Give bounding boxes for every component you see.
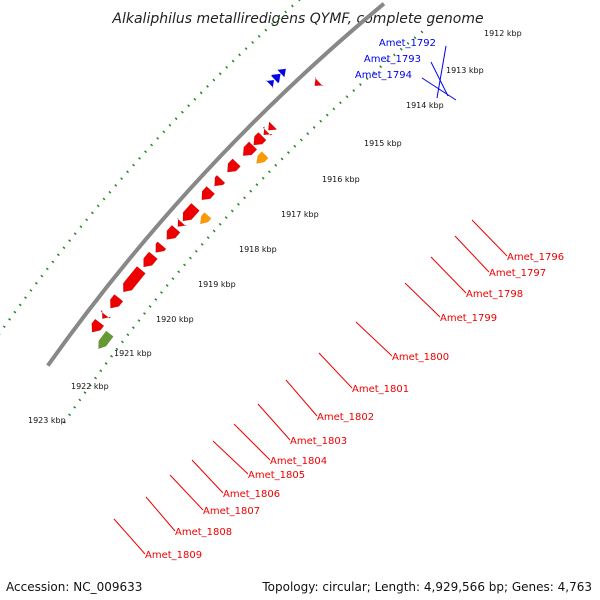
outer-scale-ring xyxy=(0,0,302,335)
tick-layer: 1912 kbp 1913 kbp 1914 kbp 1915 kbp 1916 kbp… xyxy=(0,0,522,425)
gene-label: Amet_1794 xyxy=(355,70,412,81)
kbp-tick-label: 1920 kbp xyxy=(156,315,194,324)
gene-leader-line xyxy=(454,235,490,273)
gene-leader-line xyxy=(355,321,393,357)
kbp-tick-label: 1915 kbp xyxy=(364,139,402,148)
gene-label: Amet_1796 xyxy=(507,252,564,263)
gene-arrow xyxy=(242,141,258,157)
genome-summary-text: Topology: circular; Length: 4,929,566 bp… xyxy=(262,580,592,594)
kbp-tick-label: 1912 kbp xyxy=(484,29,522,38)
gene-leader-line xyxy=(421,77,457,101)
gene-arrow xyxy=(200,212,212,225)
gene-leader-line xyxy=(318,352,353,389)
gene-arrow xyxy=(262,125,273,136)
gene-label-layer: Amet_1792 Amet_1793 Amet_1794 Amet_1796 Amet… xyxy=(113,38,564,561)
gene-label: Amet_1792 xyxy=(379,38,436,49)
gene-label: Amet_1804 xyxy=(270,456,327,467)
gene-label: Amet_1808 xyxy=(175,527,232,538)
gene-arrow xyxy=(122,266,146,293)
gene-label: Amet_1800 xyxy=(392,352,449,363)
gene-arrow xyxy=(143,251,158,268)
gene-leader-line xyxy=(430,256,467,294)
gene-arrow xyxy=(166,224,181,240)
gene-leader-line xyxy=(191,459,224,494)
gene-arrow xyxy=(264,79,275,90)
gene-layer xyxy=(91,68,324,350)
genome-backbone xyxy=(46,2,386,367)
gene-leader-line xyxy=(169,474,204,511)
kbp-tick-label: 1916 kbp xyxy=(322,175,360,184)
gene-label: Amet_1809 xyxy=(145,550,202,561)
gene-arrow xyxy=(276,68,287,78)
gene-arrow xyxy=(91,318,105,333)
gene-leader-line xyxy=(113,518,146,555)
gene-leader-line xyxy=(233,423,271,461)
kbp-tick-label: 1918 kbp xyxy=(239,245,277,254)
gene-label: Amet_1801 xyxy=(352,384,409,395)
gene-label: Amet_1807 xyxy=(203,506,260,517)
gene-arrow xyxy=(100,309,112,319)
gene-arrow xyxy=(109,294,124,309)
gene-label: Amet_1803 xyxy=(290,436,347,447)
kbp-tick-label: 1923 kbp xyxy=(28,416,66,425)
gene-leader-line xyxy=(212,440,249,475)
gene-leader-line xyxy=(257,403,291,441)
kbp-tick-label: 1919 kbp xyxy=(198,280,236,289)
map-title: Alkaliphilus metalliredigens QYMF, compl… xyxy=(111,11,483,27)
gene-arrow xyxy=(314,76,324,87)
kbp-tick-label: 1913 kbp xyxy=(446,66,484,75)
gene-leader-line xyxy=(404,282,441,318)
kbp-tick-label: 1921 kbp xyxy=(114,349,152,358)
gene-arrow xyxy=(177,217,187,227)
gene-leader-line xyxy=(285,379,318,417)
gene-leader-line xyxy=(436,45,447,99)
gene-label: Amet_1799 xyxy=(440,313,497,324)
gene-arrow xyxy=(182,202,200,222)
backbone-layer xyxy=(46,2,386,367)
gene-arrow xyxy=(227,158,241,173)
gene-leader-line xyxy=(430,61,449,97)
gene-arrow xyxy=(268,121,278,131)
gene-label: Amet_1806 xyxy=(223,489,280,500)
accession-text: Accession: NC_009633 xyxy=(6,580,143,594)
inner-scale-ring xyxy=(62,26,429,424)
kbp-tick-label: 1917 kbp xyxy=(281,210,319,219)
gene-leader-line xyxy=(471,219,508,257)
gene-arrow xyxy=(256,151,269,164)
gene-label: Amet_1793 xyxy=(364,54,421,65)
gene-arrow xyxy=(155,241,167,253)
gene-leader-line xyxy=(145,496,176,532)
gene-arrow xyxy=(270,73,281,84)
kbp-tick-label: 1922 kbp xyxy=(71,382,109,391)
gene-arrow xyxy=(98,330,114,350)
gene-label: Amet_1802 xyxy=(317,412,374,423)
gene-label: Amet_1798 xyxy=(466,289,523,300)
gene-arrow xyxy=(253,132,267,146)
gene-label: Amet_1797 xyxy=(489,268,546,279)
gene-arrow xyxy=(214,174,226,187)
gene-arrow xyxy=(201,186,216,201)
kbp-tick-label: 1914 kbp xyxy=(406,101,444,110)
gene-label: Amet_1805 xyxy=(248,470,305,481)
